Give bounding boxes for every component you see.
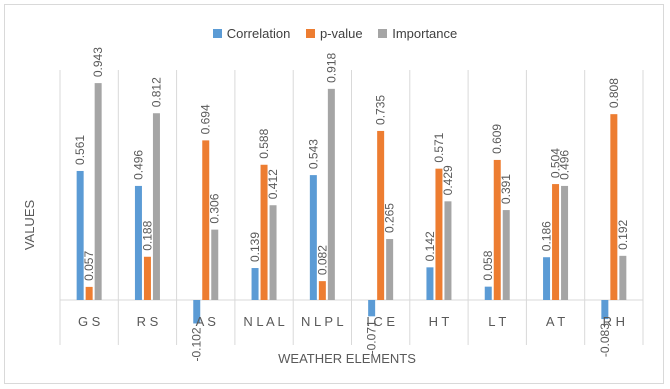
data-label: -0.102 bbox=[190, 327, 204, 361]
bar-correlation-9 bbox=[601, 300, 609, 320]
bar-correlation-5 bbox=[368, 300, 376, 317]
bar-p-value-4 bbox=[318, 281, 326, 300]
bar-p-value-9 bbox=[610, 114, 618, 300]
data-label: 0.429 bbox=[441, 165, 455, 195]
data-label: 0.057 bbox=[82, 251, 96, 281]
bar-importance-8 bbox=[561, 185, 569, 300]
data-label: 0.142 bbox=[423, 231, 437, 261]
data-label: 0.808 bbox=[607, 78, 621, 108]
bar-importance-1 bbox=[152, 113, 160, 301]
data-label: 0.812 bbox=[149, 77, 163, 107]
category-label: R H bbox=[603, 314, 625, 329]
category-label: H T bbox=[429, 314, 450, 329]
data-label: 0.943 bbox=[91, 47, 105, 77]
bar-p-value-1 bbox=[143, 256, 151, 300]
bar-p-value-2 bbox=[202, 140, 210, 300]
bar-p-value-3 bbox=[260, 164, 268, 300]
legend: Correlation p-value Importance bbox=[0, 26, 670, 41]
legend-swatch-importance bbox=[378, 29, 388, 38]
bar-correlation-0 bbox=[76, 170, 84, 300]
bar-correlation-4 bbox=[309, 175, 317, 300]
bar-correlation-1 bbox=[134, 185, 142, 300]
data-label: 0.543 bbox=[306, 139, 320, 169]
legend-label-correlation: Correlation bbox=[226, 26, 291, 41]
category-label: N L P L bbox=[301, 314, 344, 329]
data-label: 0.188 bbox=[140, 220, 154, 250]
legend-item-correlation: Correlation bbox=[212, 26, 291, 41]
x-axis-title: WEATHER ELEMENTS bbox=[278, 351, 416, 366]
data-label: 0.139 bbox=[248, 232, 262, 262]
bar-importance-0 bbox=[94, 83, 102, 300]
bar-importance-2 bbox=[211, 229, 219, 300]
bar-correlation-2 bbox=[193, 300, 201, 324]
category-label: R S bbox=[137, 314, 159, 329]
bar-p-value-5 bbox=[377, 130, 385, 300]
bar-importance-3 bbox=[269, 205, 277, 300]
data-label: 0.496 bbox=[558, 150, 572, 180]
data-label: 0.694 bbox=[199, 104, 213, 134]
category-label: A T bbox=[546, 314, 565, 329]
data-label: 0.391 bbox=[499, 174, 513, 204]
bar-correlation-7 bbox=[484, 286, 492, 300]
data-label: 0.058 bbox=[481, 250, 495, 280]
bar-p-value-7 bbox=[493, 159, 501, 300]
category-label: L T bbox=[488, 314, 506, 329]
legend-label-p-value: p-value bbox=[319, 26, 363, 41]
data-label: 0.735 bbox=[374, 95, 388, 125]
bar-p-value-0 bbox=[85, 286, 93, 300]
data-label: -0.083 bbox=[598, 323, 612, 357]
data-label: 0.306 bbox=[208, 193, 222, 223]
bar-importance-7 bbox=[502, 210, 510, 300]
legend-item-importance: Importance bbox=[378, 26, 457, 41]
data-label: 0.192 bbox=[616, 219, 630, 249]
data-label: 0.082 bbox=[315, 245, 329, 275]
bar-correlation-3 bbox=[251, 268, 259, 300]
data-label: 0.571 bbox=[432, 132, 446, 162]
legend-swatch-correlation bbox=[212, 29, 222, 38]
bar-importance-4 bbox=[327, 88, 335, 300]
bar-importance-6 bbox=[444, 201, 452, 300]
data-label: 0.609 bbox=[490, 124, 504, 154]
data-label: 0.186 bbox=[540, 221, 554, 251]
data-label: 0.588 bbox=[257, 128, 271, 158]
data-label: 0.265 bbox=[383, 203, 397, 233]
data-label: 0.496 bbox=[131, 150, 145, 180]
data-label: 0.561 bbox=[73, 135, 87, 165]
y-axis-title: VALUES bbox=[22, 200, 37, 251]
bar-correlation-6 bbox=[426, 267, 434, 300]
data-label: 0.918 bbox=[324, 53, 338, 83]
data-label: 0.504 bbox=[549, 148, 563, 178]
category-label: G S bbox=[78, 314, 101, 329]
category-label: I C E bbox=[366, 314, 395, 329]
data-label: -0.071 bbox=[365, 320, 379, 354]
bar-correlation-8 bbox=[543, 257, 551, 300]
bar-importance-5 bbox=[386, 239, 394, 300]
data-label: 0.412 bbox=[266, 169, 280, 199]
bar-p-value-8 bbox=[552, 184, 560, 300]
category-label: A S bbox=[196, 314, 217, 329]
bar-p-value-6 bbox=[435, 168, 443, 300]
legend-label-importance: Importance bbox=[392, 26, 458, 41]
legend-item-p-value: p-value bbox=[305, 26, 363, 41]
category-label: N L A L bbox=[243, 314, 284, 329]
bar-importance-9 bbox=[619, 255, 627, 300]
legend-swatch-p-value bbox=[305, 29, 315, 38]
